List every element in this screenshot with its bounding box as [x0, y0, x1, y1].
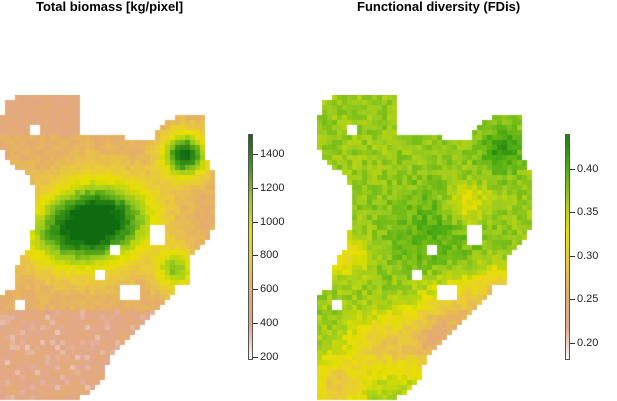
legend-tick-label: 0.20: [577, 336, 599, 349]
legend-tick: [570, 342, 575, 344]
legend-tick-label: 0.30: [577, 249, 599, 262]
legend-tick-label: 600: [260, 283, 279, 296]
biomass-map-title: Total biomass [kg/pixel]: [36, 0, 184, 14]
legend-tick: [570, 168, 575, 170]
legend-tick: [253, 289, 258, 291]
legend-tick-label: 0.25: [577, 293, 599, 306]
fdis-raster-map: [317, 95, 567, 401]
legend-tick: [570, 212, 575, 214]
biomass-color-legend: 1400 1200 1000 800 600 400 200: [248, 134, 308, 363]
legend-tick-label: 1200: [260, 181, 285, 194]
legend-tick: [253, 187, 258, 189]
fdis-color-legend: 0.40 0.35 0.30 0.25 0.20: [565, 134, 617, 360]
legend-tick-label: 0.40: [577, 162, 599, 175]
legend-tick-label: 800: [260, 249, 279, 262]
legend-tick: [570, 255, 575, 257]
legend-tick: [253, 221, 258, 223]
biomass-map-panel: Total biomass [kg/pixel] 1400 1200 1000 800…: [0, 0, 300, 401]
fdis-map-title: Functional diversity (FDis): [357, 0, 521, 14]
biomass-legend-colorbar: [248, 134, 253, 360]
legend-tick: [253, 255, 258, 257]
legend-tick-label: 400: [260, 316, 279, 329]
legend-tick-label: 200: [260, 350, 279, 363]
fdis-legend-colorbar: [565, 134, 570, 360]
legend-tick: [253, 154, 258, 156]
legend-tick-label: 1400: [260, 148, 285, 161]
legend-tick: [253, 356, 258, 358]
biomass-raster-map: [0, 95, 250, 401]
legend-tick: [570, 299, 575, 301]
legend-tick: [253, 322, 258, 324]
legend-tick-label: 1000: [260, 215, 285, 228]
fdis-map-panel: Functional diversity (FDis) 0.40 0.35 0.30…: [317, 0, 617, 401]
legend-tick-label: 0.35: [577, 206, 599, 219]
